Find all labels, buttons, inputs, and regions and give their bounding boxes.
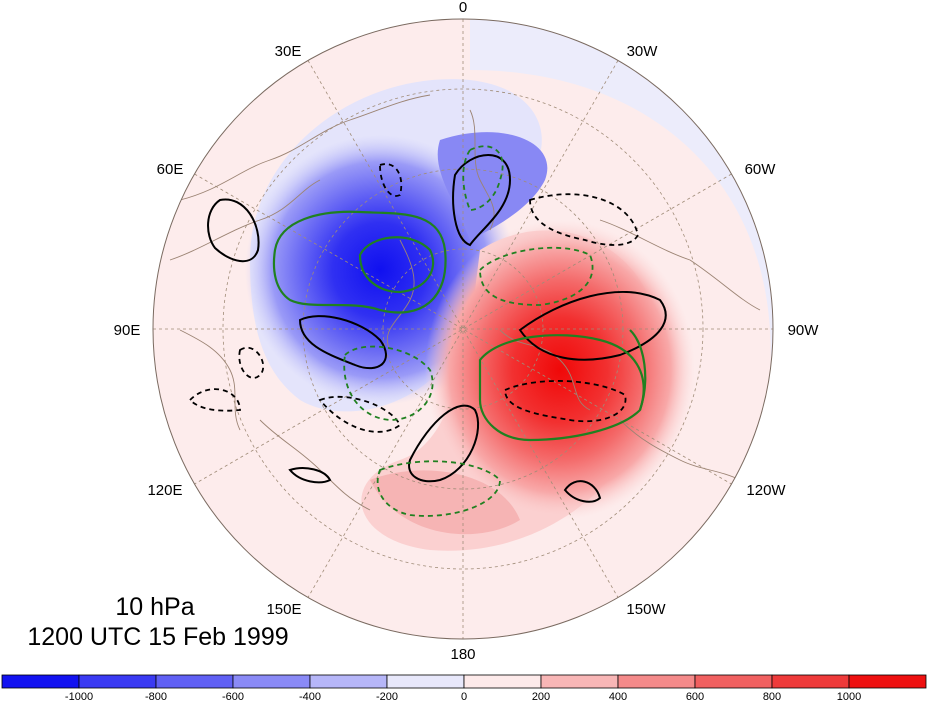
colorbar-box [540,674,619,689]
map-disc [153,19,773,639]
lon-label-150e: 150E [266,601,301,618]
green-contours-dashed [343,145,594,517]
colorbar-tick-label: 1000 [837,691,861,702]
colorbar-box [78,674,157,689]
black-contours-dashed [188,163,639,433]
polar-map: 0 30W 60W 90W 120W 150W 180 150E 120E 90… [114,0,820,663]
colorbar-box [386,674,465,689]
colorbar-box [617,674,696,689]
colorbar-box [1,674,80,689]
lon-label-60e: 60E [157,161,184,178]
colorbar-box [232,674,311,689]
positive-anomaly-arm [370,470,520,535]
colorbar-tick-label: -600 [222,691,244,702]
colorbar-box [309,674,388,689]
colorbar-ticks: -1000 -800 -600 -400 -200 0 200 400 600 800 1000 [65,691,861,702]
colorbar-box [848,674,927,689]
green-contours-solid [272,210,647,442]
colorbar-tick-label: 0 [461,691,467,702]
longitude-labels: 0 30W 60W 90W 120W 150W 180 150E 120E 90… [114,0,820,663]
colorbar-tick-label: 400 [609,691,627,702]
graticule [153,19,773,639]
colorbar-tick-label: -400 [299,691,321,702]
positive-anomaly-center [425,220,695,520]
lon-label-90e: 90E [114,322,141,339]
lon-label-90w: 90W [788,322,820,339]
colorbar-tick-label: -200 [376,691,398,702]
lon-label-0: 0 [459,0,467,16]
colorbar-box [771,674,850,689]
colorbar-tick-label: -800 [145,691,167,702]
colorbar-tick-label: 600 [686,691,704,702]
colorbar-boxes [1,674,927,689]
colorbar-box [155,674,234,689]
colorbar-box [694,674,773,689]
lon-label-60w: 60W [745,161,777,178]
lon-label-120e: 120E [147,482,182,499]
colorbar-tick-label: 800 [763,691,781,702]
valid-time-label: 1200 UTC 15 Feb 1999 [27,623,289,651]
lon-label-120w: 120W [746,482,786,499]
colorbar-tick-label: 200 [532,691,550,702]
lon-label-180: 180 [450,646,475,663]
colorbar-box [463,674,542,689]
lon-label-30w: 30W [627,43,659,60]
colorbar-tick-label: -1000 [65,691,93,702]
colorbar: -1000 -800 -600 -400 -200 0 200 400 600 800 1000 [1,674,927,702]
lon-label-30e: 30E [275,43,302,60]
lon-label-150w: 150W [626,601,666,618]
pressure-level-label: 10 hPa [115,593,195,621]
black-contours-solid [207,154,667,503]
map-border [152,18,774,640]
